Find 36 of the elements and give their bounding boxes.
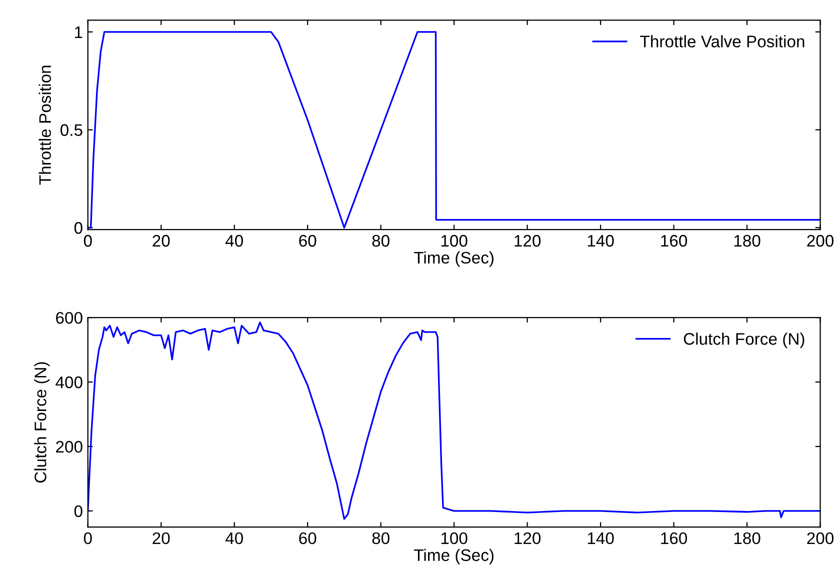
x-tick-label: 80 xyxy=(372,532,390,544)
y-axis-title: Clutch Force (N) xyxy=(34,362,50,483)
x-tick-label: 120 xyxy=(514,234,541,247)
x-tick-label: 20 xyxy=(152,532,170,544)
legend-label: Clutch Force (N) xyxy=(684,332,804,348)
y-tick-label: 1 xyxy=(75,26,82,38)
y-tick-label: 400 xyxy=(56,376,82,388)
x-tick-label: 120 xyxy=(514,532,541,544)
x-axis-title: Time (Sec) xyxy=(414,251,494,267)
x-tick-label: 100 xyxy=(441,532,468,544)
y-tick-label: 600 xyxy=(56,312,82,324)
line-series xyxy=(88,322,820,520)
y-axis-title: Throttle Position xyxy=(38,66,52,185)
x-tick-label: 200 xyxy=(807,532,834,544)
x-tick-label: 60 xyxy=(299,532,316,544)
x-tick-label: 180 xyxy=(734,532,760,544)
x-tick-label: 200 xyxy=(807,234,834,247)
x-tick-label: 100 xyxy=(441,234,468,247)
y-tick-label: 0.5 xyxy=(60,124,82,136)
x-tick-label: 0 xyxy=(84,532,92,544)
y-tick-label: 200 xyxy=(56,440,82,453)
x-tick-label: 180 xyxy=(734,234,760,247)
legend-label: Throttle Valve Position xyxy=(640,35,804,48)
y-tick-label: 0 xyxy=(74,222,82,234)
x-tick-label: 80 xyxy=(372,234,390,247)
x-tick-label: 60 xyxy=(299,234,316,247)
x-tick-label: 40 xyxy=(225,532,243,544)
x-tick-label: 160 xyxy=(661,234,688,247)
x-tick-label: 20 xyxy=(152,234,170,247)
x-tick-label: 140 xyxy=(588,234,614,247)
x-tick-label: 0 xyxy=(84,234,92,247)
x-tick-label: 160 xyxy=(661,532,688,544)
x-tick-label: 140 xyxy=(588,532,614,544)
x-tick-label: 40 xyxy=(225,234,243,247)
y-tick-label: 0 xyxy=(74,505,82,518)
x-axis-title: Time (Sec) xyxy=(414,548,494,564)
